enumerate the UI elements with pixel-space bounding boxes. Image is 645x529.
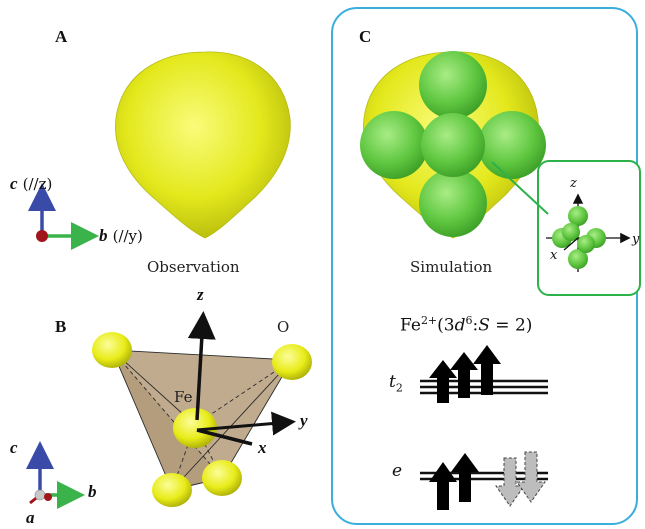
- axis-origin-dot: [36, 230, 48, 242]
- oxygen-atom: [272, 344, 312, 380]
- axis-a-label-b: a: [26, 508, 35, 527]
- panel-letter-a: A: [55, 27, 68, 46]
- orbital-lobe-top: [419, 51, 487, 119]
- inset-lobe: [568, 249, 588, 269]
- local-axis-x-label: x: [258, 438, 267, 457]
- oxygen-label: O: [277, 318, 290, 336]
- axis-c-label: c (//z): [10, 174, 53, 193]
- inset-x-label: x: [550, 248, 558, 263]
- panel-letter-b: B: [55, 317, 67, 336]
- e-label: e: [392, 461, 403, 481]
- tetrahedron-face-shade: [112, 350, 222, 490]
- e-level: [420, 451, 548, 510]
- oxygen-atom: [92, 332, 132, 368]
- orbital-lobe-bottom: [419, 169, 487, 237]
- spin-up-arrow: [450, 352, 478, 398]
- local-axis-x: [196, 428, 253, 446]
- axis-origin-dot-b: [34, 489, 46, 501]
- simulation-caption: Simulation: [410, 258, 493, 276]
- spin-up-arrow: [429, 360, 457, 403]
- axis-a-dot: [44, 493, 52, 501]
- spin-up-arrow: [451, 453, 479, 502]
- t2-level: [420, 345, 548, 403]
- spin-up-arrow: [429, 462, 457, 510]
- observation-caption: Observation: [147, 258, 240, 276]
- inset-lobe: [577, 235, 595, 253]
- local-axis-y: [196, 411, 296, 436]
- orbital-lobe-center: [421, 113, 485, 177]
- electron-configuration: Fe2+(3d6:S = 2): [400, 314, 533, 336]
- orbital-inset-frame: [537, 160, 641, 296]
- oxygen-atom: [152, 473, 192, 507]
- iron-label: Fe: [174, 388, 193, 406]
- inset-axis-x: [563, 237, 579, 251]
- observed-orbital-shape: [115, 51, 291, 239]
- local-axis-y-label: y: [300, 411, 308, 430]
- inset-z-label: z: [570, 176, 577, 191]
- local-axis-z: [187, 311, 216, 421]
- inset-lobe: [568, 206, 588, 226]
- local-axis-z-label: z: [197, 285, 204, 304]
- spin-down-arrow: [495, 457, 525, 507]
- inset-lobe: [562, 223, 580, 241]
- panel-letter-c: C: [359, 27, 372, 46]
- inset-pointer-line: [491, 161, 549, 215]
- inset-y-label: y: [632, 232, 640, 247]
- t2-label: t2: [389, 372, 403, 395]
- axis-c-label-b: c: [10, 438, 18, 457]
- axis-b-label-b: b: [88, 482, 97, 501]
- spin-down-arrow: [516, 451, 546, 503]
- oxygen-atom: [202, 460, 242, 496]
- iron-atom: [173, 408, 217, 448]
- orbital-lobe-left: [360, 111, 428, 179]
- orbital-lobe-right: [478, 111, 546, 179]
- axis-b-label: b (//y): [99, 226, 143, 245]
- spin-up-arrow: [473, 345, 501, 395]
